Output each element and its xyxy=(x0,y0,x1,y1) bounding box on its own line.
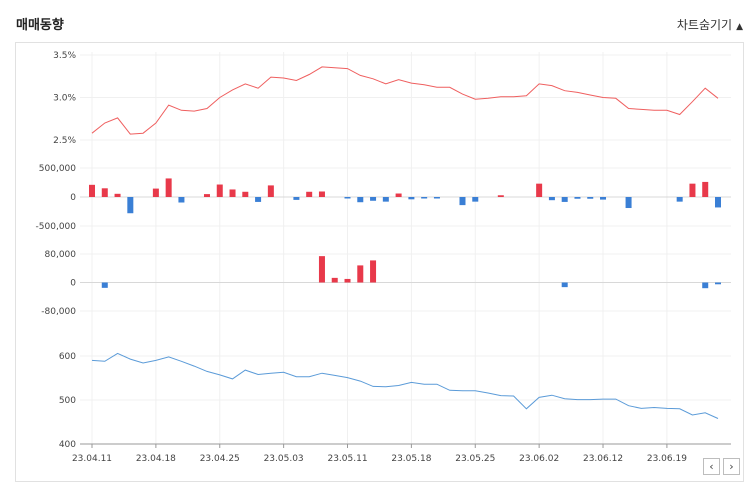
chevron-right-icon: › xyxy=(729,460,734,473)
foreign-bar xyxy=(574,197,581,199)
y-tick-label: 0 xyxy=(70,279,76,289)
x-tick-label: 23.05.25 xyxy=(455,454,495,464)
foreign-bar xyxy=(548,197,555,201)
foreign-bar xyxy=(357,197,364,203)
institution-bar xyxy=(357,265,364,283)
foreign-bar xyxy=(89,184,95,197)
chevron-left-icon: ‹ xyxy=(709,460,714,473)
foreign-bar xyxy=(459,197,466,206)
chart-hide-label: 차트숨기기 xyxy=(676,18,733,32)
x-tick-label: 23.06.19 xyxy=(647,454,687,464)
foreign-bar xyxy=(561,197,568,202)
x-tick-label: 23.04.11 xyxy=(72,454,112,464)
y-tick-label: -80,000 xyxy=(41,307,76,317)
institution-bar xyxy=(715,282,721,285)
foreign-bar xyxy=(242,191,249,197)
foreign-bar xyxy=(216,184,223,197)
chart-next-button[interactable]: › xyxy=(723,458,740,475)
institution-bar xyxy=(331,277,338,283)
y-tick-label: 80,000 xyxy=(45,250,77,260)
x-tick-label: 23.05.11 xyxy=(327,454,367,464)
foreign-bar xyxy=(600,197,607,200)
institution-bar xyxy=(318,256,325,283)
foreign-bar xyxy=(203,194,210,197)
foreign-bar xyxy=(178,197,185,203)
foreign-bar xyxy=(344,197,351,199)
y-tick-label: -500,000 xyxy=(36,222,77,232)
institution-bar xyxy=(101,282,108,288)
foreign-bar xyxy=(127,197,134,214)
foreign-bar xyxy=(229,189,236,197)
chart-prev-button[interactable]: ‹ xyxy=(703,458,720,475)
foreign-bar xyxy=(408,197,415,200)
y-tick-label: 500,000 xyxy=(39,164,76,174)
price-series-line xyxy=(91,352,719,419)
foreign-bar xyxy=(306,191,313,197)
foreign-bar xyxy=(293,197,300,200)
y-tick-label: 0 xyxy=(70,193,76,203)
ratio-series-line xyxy=(91,66,719,135)
caret-up-icon: ▲ xyxy=(736,22,743,32)
x-tick-label: 23.05.18 xyxy=(391,454,431,464)
foreign-bar xyxy=(382,197,389,202)
x-tick-label: 23.06.02 xyxy=(519,454,559,464)
y-tick-label: 600 xyxy=(59,352,76,362)
foreign-bar xyxy=(165,178,172,197)
institution-bar xyxy=(702,282,709,289)
foreign-bar xyxy=(267,185,274,197)
foreign-bar xyxy=(497,195,504,197)
foreign-bar xyxy=(702,181,709,197)
foreign-bar xyxy=(370,197,377,201)
y-tick-label: 3.0% xyxy=(53,94,76,104)
x-tick-label: 23.05.03 xyxy=(264,454,304,464)
foreign-bar xyxy=(689,183,696,197)
x-tick-label: 23.06.12 xyxy=(583,454,623,464)
foreign-bar xyxy=(421,197,428,199)
foreign-bar xyxy=(715,197,721,208)
foreign-bar xyxy=(395,193,402,197)
foreign-bar xyxy=(676,197,683,202)
foreign-bar xyxy=(587,197,594,199)
foreign-bar xyxy=(101,188,108,197)
chart-hide-toggle[interactable]: 차트숨기기 ▲ xyxy=(677,16,743,33)
foreign-bar xyxy=(472,197,479,202)
x-tick-label: 23.04.18 xyxy=(136,454,176,464)
foreign-bar xyxy=(152,188,159,197)
institution-bar xyxy=(561,282,568,288)
y-tick-label: 500 xyxy=(59,396,76,406)
chart-frame xyxy=(15,42,744,482)
foreign-bar xyxy=(625,197,632,209)
y-tick-label: 2.5% xyxy=(53,136,76,146)
institution-bar xyxy=(344,278,351,283)
page-title: 매매동향 xyxy=(16,18,64,33)
y-tick-label: 400 xyxy=(59,440,76,450)
foreign-bar xyxy=(114,193,121,197)
y-tick-label: 3.5% xyxy=(53,51,76,61)
foreign-bar xyxy=(433,197,440,199)
foreign-bar xyxy=(255,197,262,202)
foreign-bar xyxy=(318,191,325,197)
institution-bar xyxy=(370,260,377,283)
foreign-bar xyxy=(536,183,543,197)
x-tick-label: 23.04.25 xyxy=(200,454,240,464)
